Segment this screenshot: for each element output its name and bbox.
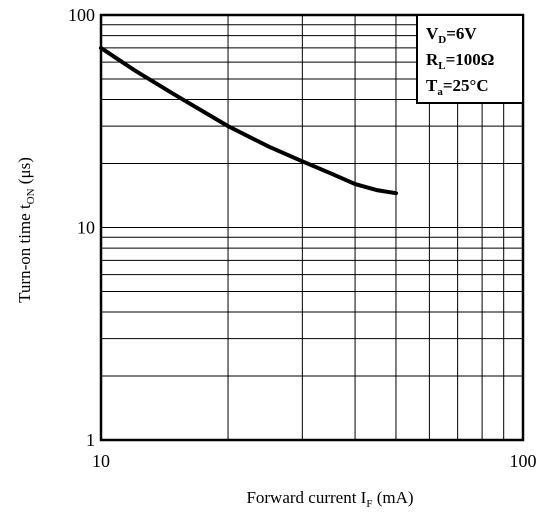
conditions-box: VD=6V RL=100Ω Ta=25°C bbox=[416, 14, 524, 104]
x-axis-label: Forward current IF (mA) bbox=[246, 488, 413, 510]
y-tick-label: 10 bbox=[77, 218, 95, 238]
y-tick-label: 1 bbox=[86, 430, 95, 450]
conditions-box-frame bbox=[416, 14, 524, 104]
x-tick-label: 100 bbox=[510, 451, 537, 471]
x-tick-label: 10 bbox=[92, 451, 110, 471]
y-tick-label: 100 bbox=[68, 5, 95, 25]
condition-label: Ta=25°C bbox=[426, 76, 489, 98]
condition-label: RL=100Ω bbox=[426, 50, 494, 72]
plot-frame bbox=[99, 13, 525, 442]
y-axis-label: Turn-on time tON (μs) bbox=[15, 157, 37, 303]
condition-label: VD=6V bbox=[426, 24, 477, 46]
series-line bbox=[99, 45, 398, 196]
